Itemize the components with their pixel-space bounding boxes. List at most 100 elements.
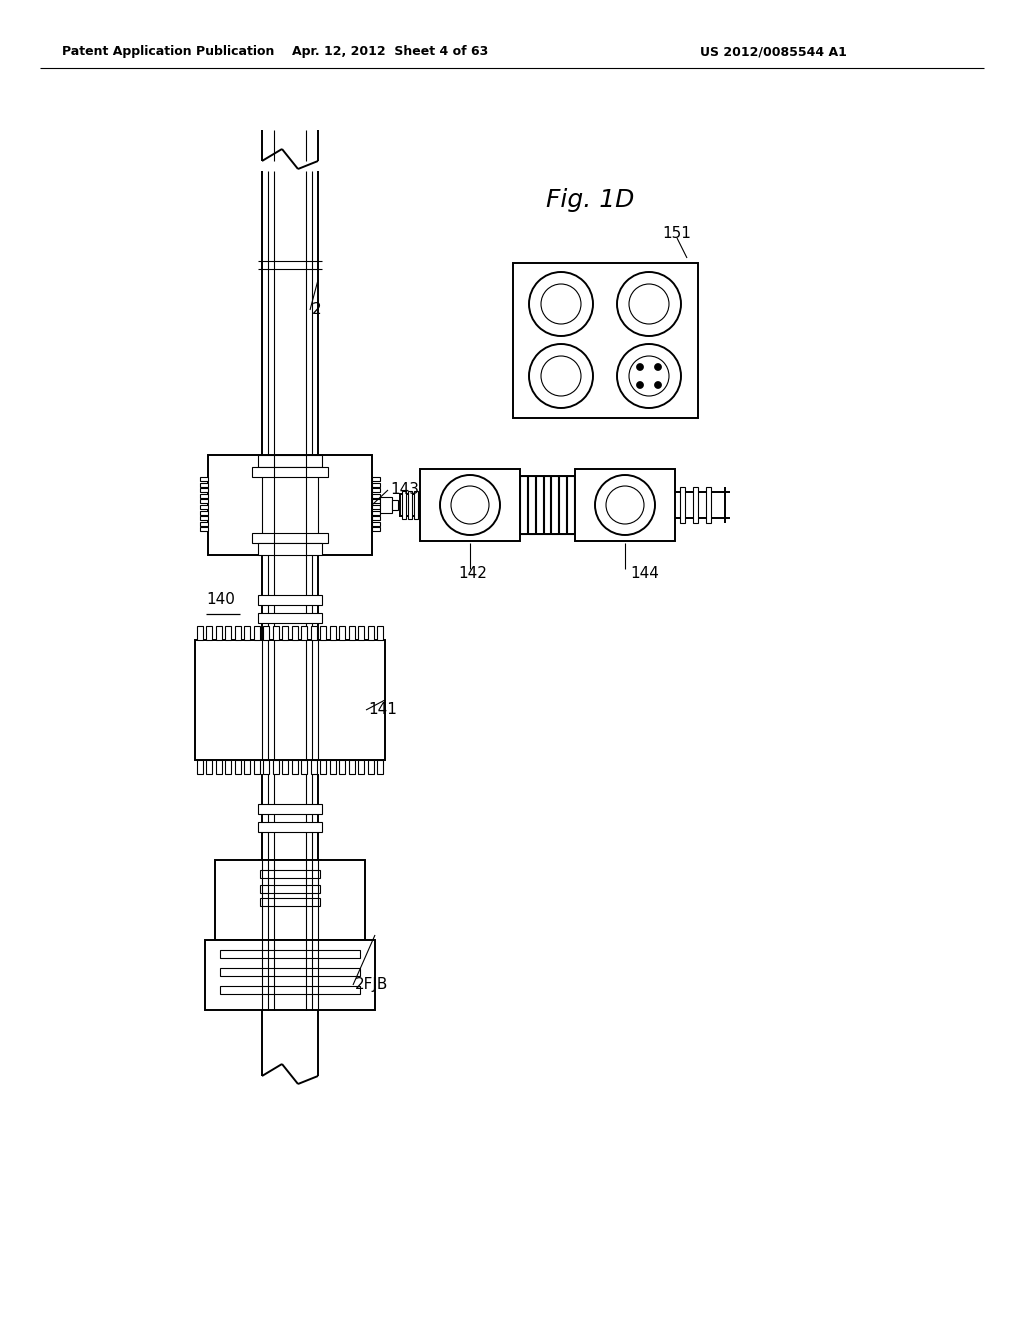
- Bar: [200, 488, 208, 492]
- Bar: [200, 483, 208, 487]
- Bar: [200, 477, 208, 480]
- Bar: [197, 760, 203, 774]
- Bar: [520, 477, 527, 535]
- Bar: [258, 822, 322, 832]
- Bar: [301, 626, 307, 640]
- Bar: [254, 760, 260, 774]
- Bar: [408, 491, 412, 519]
- Bar: [377, 626, 383, 640]
- Bar: [216, 760, 222, 774]
- Bar: [348, 760, 354, 774]
- Bar: [339, 626, 345, 640]
- Bar: [693, 487, 698, 523]
- Bar: [372, 506, 380, 510]
- Bar: [245, 760, 251, 774]
- Circle shape: [637, 381, 643, 388]
- Text: 143: 143: [390, 483, 419, 498]
- Bar: [205, 940, 375, 1010]
- Bar: [207, 760, 212, 774]
- Bar: [372, 477, 380, 480]
- Bar: [197, 626, 203, 640]
- Bar: [200, 516, 208, 520]
- Bar: [400, 494, 420, 516]
- Circle shape: [617, 345, 681, 408]
- Bar: [252, 533, 328, 543]
- Bar: [208, 455, 372, 554]
- Bar: [220, 986, 360, 994]
- Bar: [552, 477, 558, 535]
- Bar: [292, 760, 298, 774]
- Bar: [200, 494, 208, 498]
- Text: 141: 141: [368, 702, 397, 718]
- Bar: [377, 760, 383, 774]
- Circle shape: [451, 486, 489, 524]
- Bar: [216, 626, 222, 640]
- Text: 2: 2: [312, 302, 322, 318]
- Text: 151: 151: [662, 226, 691, 240]
- Circle shape: [440, 475, 500, 535]
- Bar: [372, 528, 380, 532]
- Bar: [414, 491, 418, 519]
- Bar: [272, 626, 279, 640]
- Bar: [301, 760, 307, 774]
- Bar: [200, 506, 208, 510]
- Bar: [225, 626, 231, 640]
- Bar: [559, 477, 566, 535]
- Bar: [263, 626, 269, 640]
- Bar: [258, 804, 322, 814]
- Bar: [420, 469, 520, 541]
- Bar: [215, 861, 365, 940]
- Bar: [536, 477, 543, 535]
- Circle shape: [654, 381, 662, 388]
- Bar: [258, 543, 322, 554]
- Bar: [706, 487, 711, 523]
- Bar: [368, 626, 374, 640]
- Bar: [348, 626, 354, 640]
- Text: Fig. 1D: Fig. 1D: [546, 187, 634, 213]
- Circle shape: [654, 363, 662, 371]
- Bar: [380, 498, 392, 513]
- Bar: [200, 528, 208, 532]
- Circle shape: [629, 356, 669, 396]
- Circle shape: [606, 486, 644, 524]
- Bar: [258, 455, 322, 467]
- Bar: [234, 760, 241, 774]
- Bar: [254, 626, 260, 640]
- Text: 140: 140: [206, 593, 234, 607]
- Bar: [372, 494, 380, 498]
- Text: US 2012/0085544 A1: US 2012/0085544 A1: [700, 45, 847, 58]
- Bar: [195, 640, 385, 760]
- Bar: [544, 477, 551, 535]
- Bar: [372, 499, 380, 503]
- Bar: [260, 884, 319, 894]
- Circle shape: [617, 272, 681, 337]
- Text: 144: 144: [630, 565, 658, 581]
- Bar: [372, 483, 380, 487]
- Bar: [680, 487, 685, 523]
- Text: 2FJB: 2FJB: [355, 978, 388, 993]
- Text: 142: 142: [458, 565, 486, 581]
- Bar: [258, 612, 322, 623]
- Bar: [392, 500, 398, 510]
- Bar: [368, 760, 374, 774]
- Bar: [245, 626, 251, 640]
- Bar: [372, 511, 380, 515]
- Bar: [321, 626, 327, 640]
- Bar: [200, 499, 208, 503]
- Bar: [372, 488, 380, 492]
- Text: Patent Application Publication: Patent Application Publication: [62, 45, 274, 58]
- Bar: [200, 521, 208, 525]
- Bar: [310, 626, 316, 640]
- Bar: [358, 760, 365, 774]
- Text: Apr. 12, 2012  Sheet 4 of 63: Apr. 12, 2012 Sheet 4 of 63: [292, 45, 488, 58]
- Bar: [234, 626, 241, 640]
- Circle shape: [529, 272, 593, 337]
- Bar: [372, 516, 380, 520]
- Bar: [513, 263, 698, 418]
- Bar: [258, 595, 322, 605]
- Bar: [321, 760, 327, 774]
- Bar: [330, 760, 336, 774]
- Bar: [220, 968, 360, 975]
- Bar: [200, 511, 208, 515]
- Bar: [527, 477, 535, 535]
